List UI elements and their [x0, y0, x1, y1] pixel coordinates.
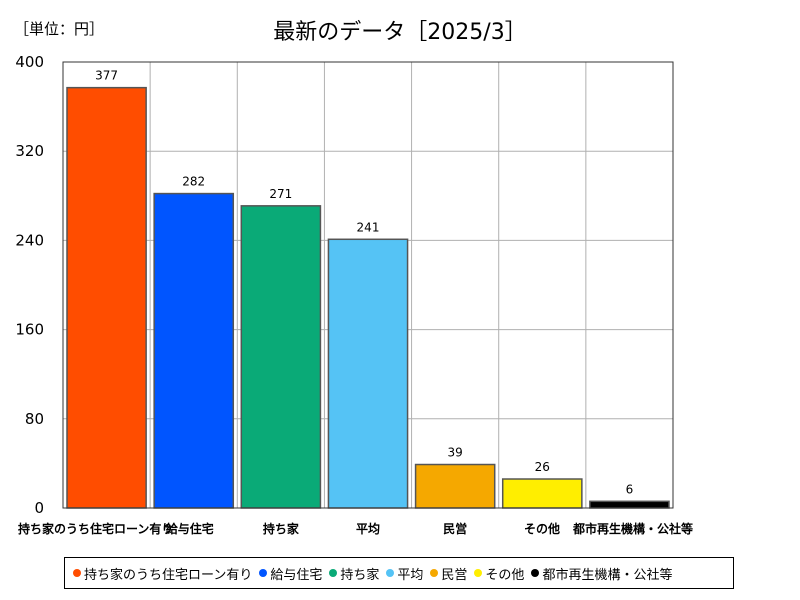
legend-marker-icon	[259, 569, 268, 577]
x-tick-label: 持ち家のうち住宅ローン有り	[18, 521, 173, 536]
y-tick-label: 160	[15, 321, 44, 339]
legend-label: 民営	[441, 567, 468, 583]
bar	[501, 478, 583, 509]
legend-marker-icon	[73, 569, 81, 577]
x-tick-label: 都市再生機構・公社等	[572, 521, 693, 536]
legend-item: 平均	[386, 564, 423, 583]
legend-marker-icon	[474, 569, 483, 577]
bar	[414, 463, 496, 509]
y-tick-label: 240	[15, 231, 44, 249]
chart-legend: 持ち家のうち住宅ローン有り 給与住宅 持ち家 平均 民営 その他 都市再生機構・公社等	[64, 557, 734, 589]
x-tick-label: 給与住宅	[166, 521, 214, 536]
x-tick-label: その他	[524, 521, 560, 536]
legend-label: その他	[485, 567, 525, 583]
bar	[240, 205, 322, 509]
legend-label: 持ち家	[340, 567, 380, 583]
legend-label: 平均	[397, 567, 424, 583]
legend-item: 持ち家のうち住宅ローン有り	[73, 564, 252, 583]
x-tick-label: 平均	[356, 521, 380, 536]
x-tick-label: 持ち家	[263, 521, 300, 536]
legend-item: その他	[474, 564, 524, 583]
legend-marker-icon	[329, 569, 338, 577]
legend-label: 都市再生機構・公社等	[542, 567, 673, 583]
data-label: 271	[269, 187, 292, 201]
legend-item: 民営	[430, 564, 467, 583]
bar	[327, 238, 409, 509]
legend-marker-icon	[531, 569, 540, 577]
bar	[589, 500, 670, 509]
bar	[153, 192, 235, 509]
bar-chart: 0 80 160 240 320 400 377 282 271 241 39 26 6 持ち家のうち住宅…	[15, 53, 693, 536]
data-label: 6	[626, 482, 634, 496]
legend-label: 給与住宅	[270, 567, 323, 583]
x-tick-label: 民営	[443, 521, 467, 536]
legend-label: 持ち家のうち住宅ローン有り	[84, 567, 253, 583]
legend-item: 給与住宅	[259, 564, 322, 583]
data-label: 26	[535, 460, 550, 474]
legend-item: 都市再生機構・公社等	[531, 564, 672, 583]
y-tick-label: 320	[15, 142, 44, 160]
plot-border	[62, 61, 674, 509]
y-tick-label: 400	[15, 53, 44, 71]
legend-marker-icon	[430, 569, 439, 577]
unit-label: ［単位：円］	[14, 20, 105, 38]
legend-marker-icon	[386, 569, 395, 577]
y-tick-label: 80	[25, 410, 44, 428]
bar	[66, 86, 147, 509]
legend-item: 持ち家	[329, 564, 379, 583]
chart-title: 最新のデータ［2025/3］	[273, 20, 527, 45]
data-label: 39	[448, 446, 463, 460]
y-tick-label: 0	[34, 499, 44, 517]
data-label: 241	[357, 220, 380, 234]
data-label: 377	[95, 69, 118, 83]
data-label: 282	[182, 175, 205, 189]
